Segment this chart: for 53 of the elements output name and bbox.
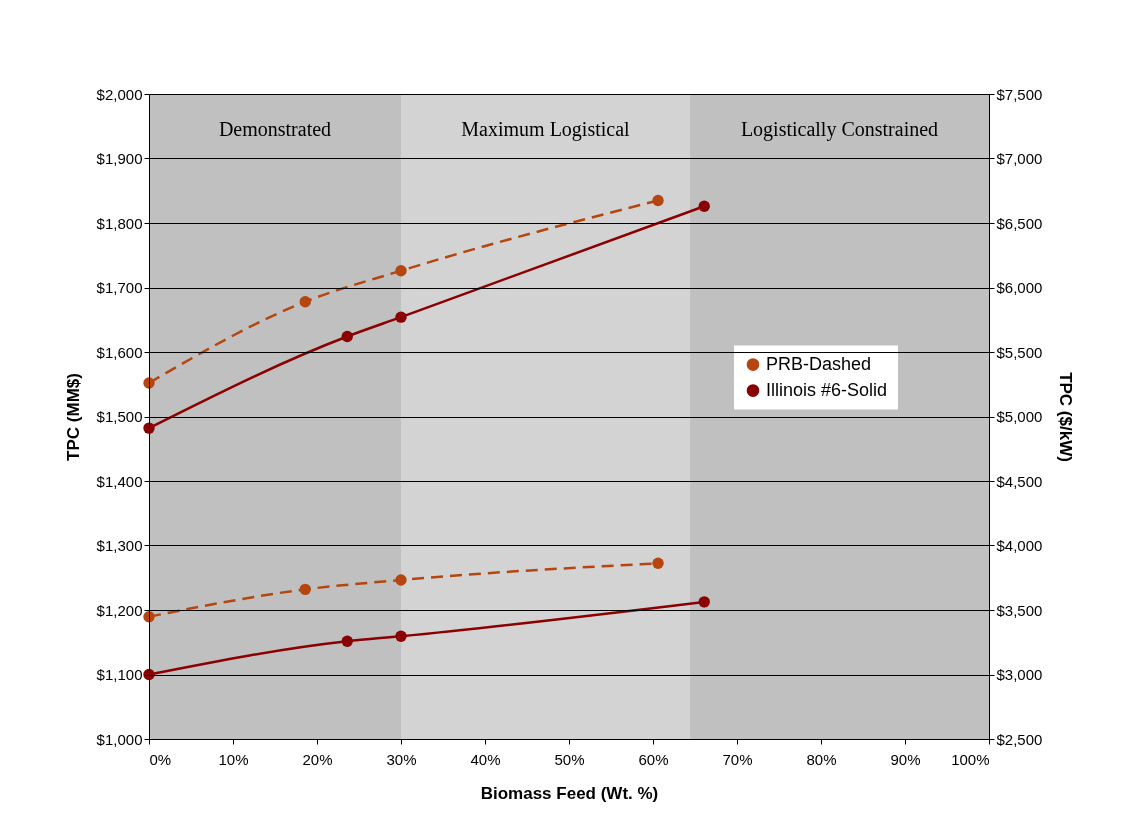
legend-label: Illinois #6-Solid <box>766 379 888 400</box>
y2-tick-label: $6,000 <box>996 279 1043 296</box>
x-tick-label: 100% <box>951 750 990 768</box>
y-tick-label: $1,200 <box>96 601 143 619</box>
point <box>652 194 664 207</box>
x-tick-label: 20% <box>302 750 333 768</box>
y2-tick-label: $3,500 <box>996 601 1043 619</box>
y2-tick-label: $7,000 <box>996 150 1043 167</box>
point <box>698 200 710 212</box>
point <box>395 574 407 586</box>
x-tick-label: 80% <box>806 750 837 768</box>
y-tick-label: $1,000 <box>96 730 143 748</box>
band-label: Demonstrated <box>218 118 332 140</box>
x-tick-label: 70% <box>722 750 753 768</box>
point <box>341 635 353 647</box>
legend-label: PRB-Dashed <box>766 353 872 374</box>
x-tick-label: 30% <box>386 750 417 768</box>
point <box>395 265 407 277</box>
x-tick-label: 50% <box>554 750 585 768</box>
y2-tick-label: $5,500 <box>996 343 1043 361</box>
point <box>698 596 710 608</box>
band-label: Logistically Constrained <box>740 118 939 141</box>
x-axis-title: Biomass Feed (Wt. %) <box>480 783 659 803</box>
x-tick-label: 0% <box>149 750 172 768</box>
y2-tick-label: $2,500 <box>996 730 1043 748</box>
y-tick-label: $1,300 <box>96 537 143 554</box>
x-tick-label: 90% <box>890 750 921 768</box>
point <box>299 296 311 308</box>
y-tick-label: $1,800 <box>96 214 143 232</box>
y2-tick-label: $5,000 <box>996 408 1043 425</box>
point <box>652 557 664 569</box>
y2-tick-label: $4,500 <box>996 472 1043 490</box>
y2-tick-label: $4,000 <box>996 537 1043 554</box>
y2-tick-label: $7,500 <box>996 85 1043 103</box>
y-tick-label: $1,900 <box>96 150 143 167</box>
y-tick-label: $1,600 <box>96 343 143 361</box>
point <box>341 330 353 343</box>
point <box>395 630 407 642</box>
x-tick-label: 40% <box>470 750 501 768</box>
point <box>395 311 407 323</box>
y-tick-label: $2,000 <box>96 85 143 103</box>
y-axis-title: TPC (MM$) <box>63 373 83 461</box>
y-tick-label: $1,700 <box>96 279 143 296</box>
y2-axis-title: TPC ($/kW) <box>1056 372 1076 462</box>
x-tick-label: 10% <box>218 750 249 768</box>
y2-tick-label: $6,500 <box>996 214 1043 232</box>
y-tick-label: $1,400 <box>96 472 143 490</box>
y-tick-label: $1,500 <box>96 408 143 425</box>
band-label: Maximum Logistical <box>461 118 631 141</box>
x-tick-label: 60% <box>638 750 669 768</box>
y2-tick-label: $3,000 <box>996 666 1043 683</box>
y-tick-label: $1,100 <box>96 666 143 683</box>
point <box>299 583 311 596</box>
